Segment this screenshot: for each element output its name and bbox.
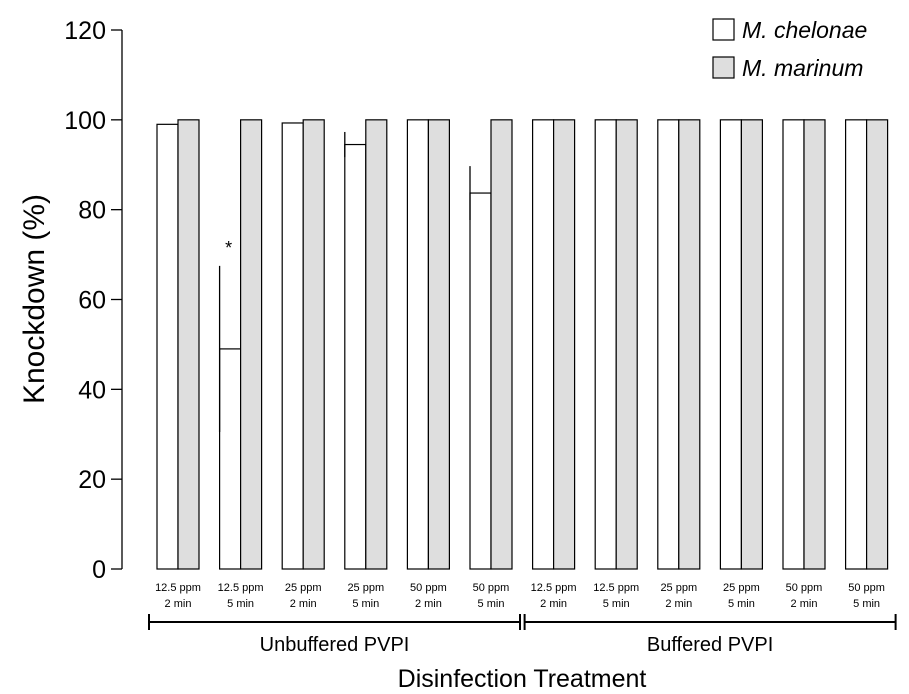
bar-m-chelonae <box>719 119 743 570</box>
legend-label: M. marinum <box>742 55 863 81</box>
y-tick-label: 20 <box>78 466 106 494</box>
bar-m-marinum <box>240 119 263 570</box>
x-tick-label-concentration: 12.5 ppm <box>531 582 577 594</box>
bar-m-chelonae <box>344 143 367 570</box>
x-tick-label-time: 2 min <box>665 598 692 610</box>
x-tick-label-time: 5 min <box>227 598 254 610</box>
bar-m-chelonae <box>594 119 617 570</box>
bar-m-marinum <box>177 119 200 570</box>
bar-m-marinum <box>490 119 513 570</box>
bar-m-marinum <box>615 119 638 570</box>
x-tick-label-time: 5 min <box>478 598 505 610</box>
x-tick-label-concentration: 50 ppm <box>786 582 823 594</box>
bar-m-chelonae <box>156 123 179 570</box>
y-tick-label: 80 <box>78 197 106 225</box>
x-tick-label-concentration: 25 ppm <box>285 582 322 594</box>
x-tick-label-time: 2 min <box>415 598 442 610</box>
x-tick-label-concentration: 12.5 ppm <box>593 582 639 594</box>
bar-m-marinum <box>302 119 325 570</box>
x-tick-label-concentration: 50 ppm <box>410 582 447 594</box>
group-label: Buffered PVPI <box>647 634 773 656</box>
bar-m-chelonae <box>469 192 492 570</box>
x-tick-label-concentration: 50 ppm <box>473 582 510 594</box>
bar-m-chelonae <box>531 119 555 570</box>
significance-asterisk: * <box>225 238 232 258</box>
x-tick-label-time: 2 min <box>791 598 818 610</box>
bar-m-chelonae <box>281 122 304 570</box>
x-tick-label-time: 2 min <box>290 598 317 610</box>
x-tick-label-concentration: 12.5 ppm <box>218 582 264 594</box>
bar-m-chelonae <box>782 119 805 570</box>
legend-swatch <box>712 18 735 41</box>
y-axis-label: Knockdown (%) <box>18 194 51 404</box>
x-tick-label-concentration: 12.5 ppm <box>155 582 201 594</box>
x-tick-label-concentration: 25 ppm <box>347 582 384 594</box>
y-tick-label: 100 <box>64 107 106 135</box>
bar-m-marinum <box>365 119 388 570</box>
x-tick-label-time: 5 min <box>603 598 630 610</box>
legend-swatch <box>712 56 735 79</box>
y-tick-label: 0 <box>92 556 106 584</box>
y-tick-label: 120 <box>64 17 106 45</box>
bar-m-chelonae <box>844 119 868 570</box>
x-tick-label-time: 5 min <box>352 598 379 610</box>
bar-m-marinum <box>865 119 889 570</box>
x-tick-label-time: 2 min <box>165 598 192 610</box>
group-label: Unbuffered PVPI <box>260 634 410 656</box>
bar-m-marinum <box>803 119 826 570</box>
x-tick-label-time: 2 min <box>540 598 567 610</box>
bar-m-marinum <box>678 119 701 570</box>
legend-label: M. chelonae <box>742 17 867 43</box>
bar-m-marinum <box>552 119 576 570</box>
x-tick-label-time: 5 min <box>853 598 880 610</box>
x-tick-label-concentration: 25 ppm <box>723 582 760 594</box>
bar-m-chelonae <box>657 119 680 570</box>
x-tick-label-time: 5 min <box>728 598 755 610</box>
y-tick-label: 60 <box>78 287 106 315</box>
x-tick-label-concentration: 25 ppm <box>660 582 697 594</box>
x-tick-label-concentration: 50 ppm <box>848 582 885 594</box>
y-tick-label: 40 <box>78 376 106 404</box>
bar-m-chelonae <box>219 348 242 570</box>
bar-m-marinum <box>740 119 764 570</box>
bar-m-marinum <box>427 119 450 570</box>
bar-m-chelonae <box>406 119 429 570</box>
x-axis-label: Disinfection Treatment <box>398 665 647 693</box>
